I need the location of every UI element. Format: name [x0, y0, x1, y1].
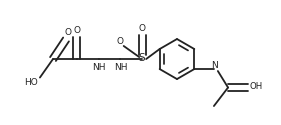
Text: N: N [212, 61, 218, 70]
Text: S: S [139, 53, 146, 63]
Text: NH: NH [92, 64, 105, 72]
Text: HO: HO [24, 78, 38, 87]
Text: NH: NH [114, 64, 127, 72]
Text: O: O [139, 24, 146, 33]
Text: O: O [116, 36, 123, 46]
Text: O: O [73, 26, 80, 35]
Text: OH: OH [250, 82, 263, 91]
Text: O: O [65, 28, 71, 37]
